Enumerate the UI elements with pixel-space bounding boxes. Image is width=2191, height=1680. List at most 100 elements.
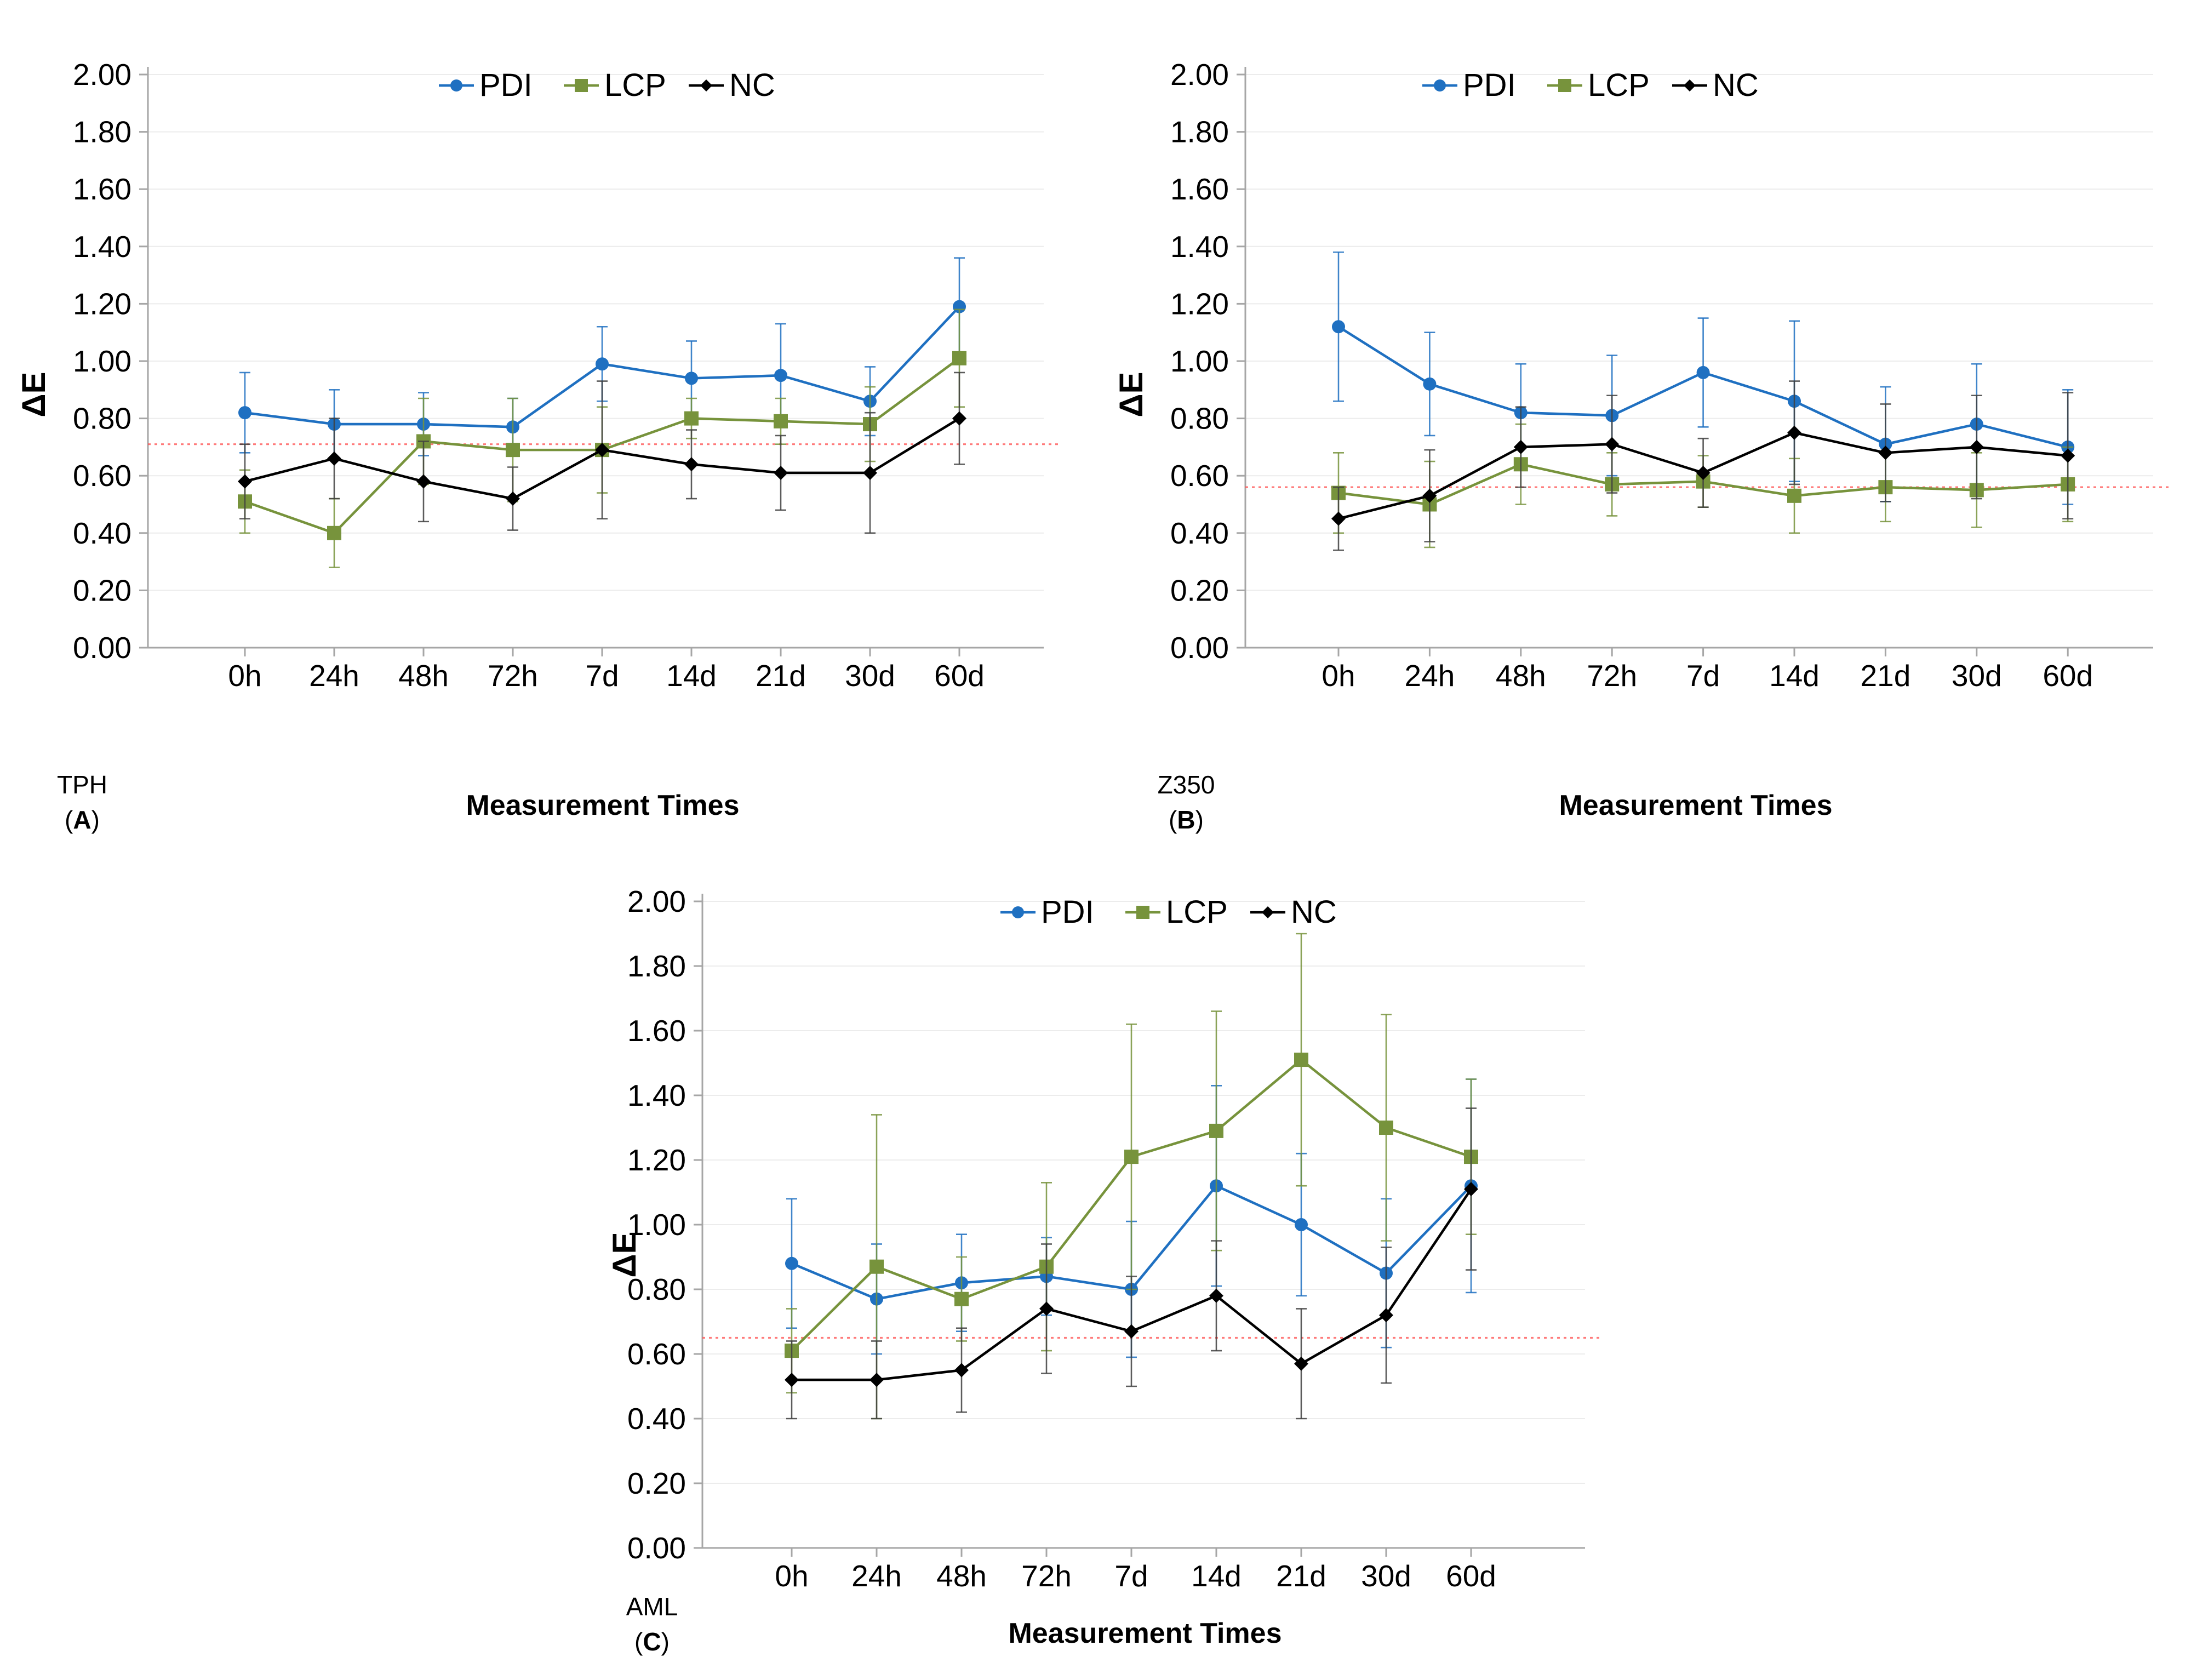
x-tick-label: 60d bbox=[1446, 1559, 1496, 1593]
x-tick-label: 0h bbox=[228, 659, 261, 693]
y-tick-label: 1.80 bbox=[627, 949, 686, 983]
data-point-marker bbox=[1294, 1053, 1308, 1067]
data-point-marker bbox=[2061, 448, 2075, 463]
legend-item-pdi: PDI bbox=[439, 67, 533, 103]
x-tick-label: 0h bbox=[1322, 659, 1355, 693]
y-axis-title: ΔE bbox=[606, 1232, 643, 1277]
data-point-marker bbox=[954, 1363, 969, 1378]
y-tick-label: 0.80 bbox=[1170, 402, 1229, 436]
legend-item-lcp: LCP bbox=[564, 67, 666, 103]
y-tick-label: 0.60 bbox=[627, 1337, 686, 1371]
data-point-marker bbox=[1878, 445, 1893, 460]
data-point-marker bbox=[1696, 365, 1710, 379]
chart-panel-A: 0.00 0.20 0.40 0.60 0.80 1.00 1.20 1.40 1.60 1.80… bbox=[15, 58, 1060, 834]
x-axis-ticks: 0h 24h 48h 72h 7d 14d 21d 30d 60d bbox=[228, 648, 985, 693]
data-point-marker bbox=[774, 414, 788, 428]
y-tick-label: 0.60 bbox=[73, 459, 131, 493]
x-tick-label: 72h bbox=[1021, 1559, 1072, 1593]
y-tick-label: 1.40 bbox=[1170, 230, 1229, 264]
data-point-marker bbox=[1295, 1218, 1308, 1231]
x-tick-label: 72h bbox=[488, 659, 538, 693]
legend: PDI LCP NC bbox=[1000, 894, 1337, 930]
series-nc bbox=[1331, 380, 2075, 551]
x-tick-label: 24h bbox=[851, 1559, 902, 1593]
legend-label: NC bbox=[1291, 894, 1337, 930]
y-tick-label: 0.20 bbox=[73, 573, 131, 607]
data-point-marker bbox=[1787, 488, 1801, 503]
x-tick-label: 7d bbox=[585, 659, 619, 693]
data-point-marker bbox=[1696, 465, 1711, 480]
data-point-marker bbox=[869, 1373, 884, 1387]
legend-label: PDI bbox=[1463, 67, 1516, 103]
legend-item-pdi: PDI bbox=[1000, 894, 1094, 930]
legend: PDI LCP NC bbox=[1422, 67, 1759, 103]
y-axis-title: ΔE bbox=[15, 372, 52, 417]
data-point-marker bbox=[954, 1292, 969, 1306]
x-tick-label: 0h bbox=[775, 1559, 808, 1593]
x-tick-label: 14d bbox=[1769, 659, 1820, 693]
data-point-marker bbox=[1513, 439, 1528, 454]
y-tick-label: 0.20 bbox=[1170, 573, 1229, 607]
legend-label: PDI bbox=[479, 67, 533, 103]
y-axis-ticks: 0.00 0.20 0.40 0.60 0.80 1.00 1.20 1.40 1.60 1.80… bbox=[73, 58, 148, 665]
y-tick-label: 1.00 bbox=[1170, 344, 1229, 378]
legend-circle-icon bbox=[450, 79, 462, 92]
legend-label: LCP bbox=[604, 67, 666, 103]
y-tick-label: 1.20 bbox=[73, 287, 131, 321]
data-point-marker bbox=[1422, 488, 1437, 503]
panel-letter-label: (A) bbox=[65, 805, 100, 834]
legend-circle-icon bbox=[1434, 79, 1446, 92]
data-point-marker bbox=[1423, 377, 1437, 391]
x-tick-label: 48h bbox=[398, 659, 449, 693]
y-tick-label: 2.00 bbox=[73, 58, 131, 92]
legend-item-nc: NC bbox=[689, 67, 775, 103]
y-tick-label: 0.80 bbox=[627, 1272, 686, 1306]
x-tick-label: 7d bbox=[1114, 1559, 1148, 1593]
y-tick-label: 1.40 bbox=[627, 1078, 686, 1112]
legend-item-lcp: LCP bbox=[1547, 67, 1650, 103]
y-tick-label: 0.40 bbox=[1170, 516, 1229, 550]
data-point-marker bbox=[1379, 1121, 1393, 1135]
y-tick-label: 0.00 bbox=[1170, 631, 1229, 665]
y-tick-label: 1.00 bbox=[73, 344, 131, 378]
panel-letter-label: (C) bbox=[634, 1627, 670, 1656]
gridlines bbox=[702, 901, 1585, 1484]
legend-circle-icon bbox=[1012, 906, 1024, 918]
y-tick-label: 0.40 bbox=[73, 516, 131, 550]
data-point-marker bbox=[1787, 425, 1801, 440]
y-tick-label: 0.80 bbox=[73, 402, 131, 436]
data-point-marker bbox=[952, 351, 966, 365]
data-point-marker bbox=[1124, 1324, 1139, 1339]
series-nc bbox=[785, 1107, 1478, 1420]
y-tick-label: 0.20 bbox=[627, 1466, 686, 1500]
data-point-marker bbox=[869, 1259, 884, 1274]
x-tick-label: 24h bbox=[1405, 659, 1455, 693]
y-tick-label: 0.60 bbox=[1170, 459, 1229, 493]
data-point-marker bbox=[1209, 1288, 1223, 1303]
data-point-marker bbox=[1039, 1301, 1054, 1316]
data-point-marker bbox=[1294, 1356, 1308, 1371]
data-point-marker bbox=[1969, 439, 1984, 454]
material-label: TPH bbox=[57, 770, 107, 799]
data-point-marker bbox=[1124, 1150, 1139, 1164]
data-point-marker bbox=[774, 465, 788, 480]
legend-square-icon bbox=[575, 79, 588, 92]
y-tick-label: 1.60 bbox=[73, 172, 131, 206]
data-point-marker bbox=[595, 443, 609, 458]
data-point-marker bbox=[785, 1256, 798, 1270]
legend-item-pdi: PDI bbox=[1422, 67, 1516, 103]
data-point-marker bbox=[1332, 320, 1345, 334]
legend-label: LCP bbox=[1166, 894, 1228, 930]
legend-square-icon bbox=[1136, 906, 1149, 919]
legend-item-nc: NC bbox=[1672, 67, 1759, 103]
legend-label: PDI bbox=[1041, 894, 1094, 930]
legend-label: NC bbox=[1713, 67, 1759, 103]
y-tick-label: 0.00 bbox=[627, 1531, 686, 1565]
series-nc bbox=[238, 372, 966, 534]
y-axis-title: ΔE bbox=[1113, 372, 1149, 417]
chart-panel-C: 0.00 0.20 0.40 0.60 0.80 1.00 1.20 1.40 1.60 1.80… bbox=[606, 884, 1601, 1656]
x-tick-label: 14d bbox=[666, 659, 717, 693]
data-point-marker bbox=[416, 474, 431, 489]
y-tick-label: 1.80 bbox=[1170, 115, 1229, 149]
